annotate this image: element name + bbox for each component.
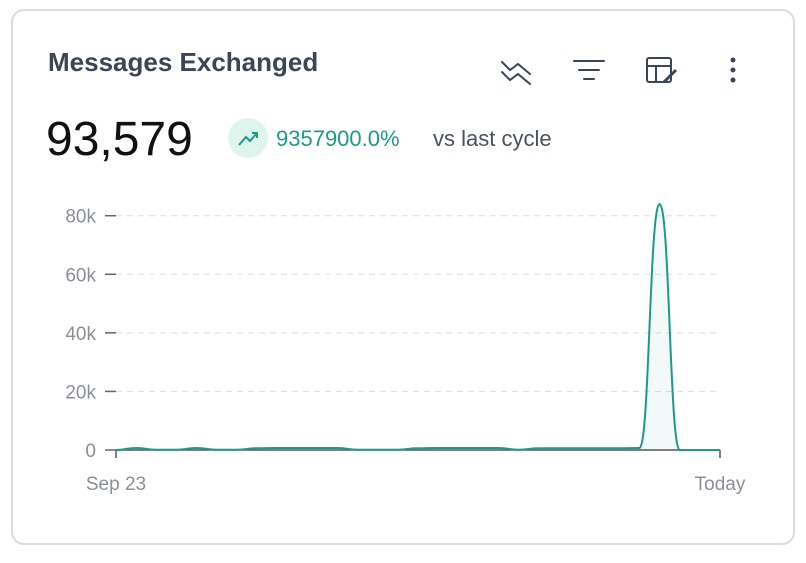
icon (730, 57, 736, 63)
icon (501, 61, 531, 75)
icon (730, 77, 736, 83)
y-tick-label: 0 (85, 441, 96, 462)
kpi-value: 93,579 (46, 113, 193, 166)
icon (646, 57, 672, 83)
y-tick-label: 80k (65, 207, 96, 228)
card-border (11, 9, 795, 545)
chart-type-button[interactable] (501, 61, 531, 85)
change-text: vs last cycle (433, 126, 552, 151)
table-edit-button[interactable] (646, 57, 678, 84)
y-tick-label: 20k (65, 382, 96, 403)
x-tick-label: Today (695, 474, 746, 495)
area (116, 204, 720, 450)
x-tick-label: Sep 23 (86, 474, 146, 495)
trend-icon (238, 132, 258, 146)
line (115, 202, 720, 452)
icon (501, 71, 531, 85)
filter-button[interactable] (573, 60, 605, 80)
y-tick-label: 60k (65, 265, 96, 286)
icon (662, 68, 678, 84)
change-value: 9357900.0% (276, 126, 400, 151)
card-title: Messages Exchanged (48, 47, 318, 77)
y-tick-label: 40k (65, 324, 96, 345)
plot: 0 20k 40k 60k 80k Sep 23 Today (65, 202, 746, 495)
menu-button[interactable] (730, 57, 736, 83)
icon (730, 67, 736, 73)
